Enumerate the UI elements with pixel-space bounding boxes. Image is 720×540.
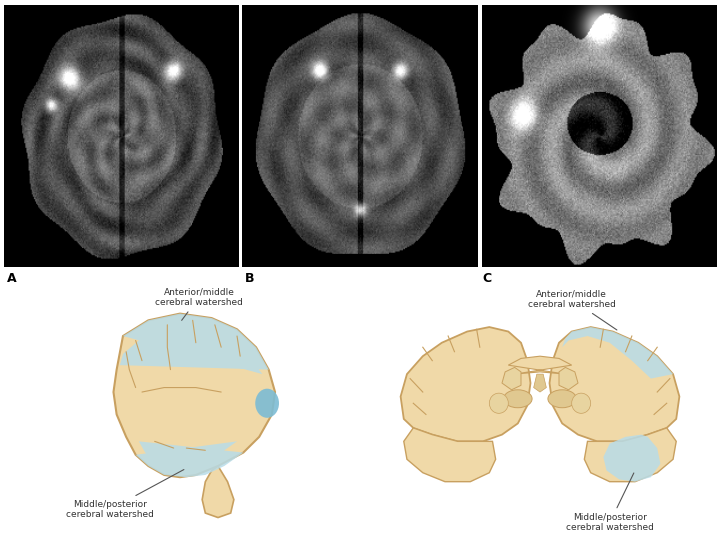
Polygon shape xyxy=(502,367,521,390)
Polygon shape xyxy=(404,428,495,482)
Text: B: B xyxy=(245,272,254,285)
Ellipse shape xyxy=(572,393,590,413)
Polygon shape xyxy=(400,327,531,441)
Polygon shape xyxy=(603,435,660,482)
Ellipse shape xyxy=(503,390,532,408)
Ellipse shape xyxy=(548,390,577,408)
Polygon shape xyxy=(202,466,234,517)
Polygon shape xyxy=(534,374,546,392)
Polygon shape xyxy=(549,327,680,441)
Text: A: A xyxy=(7,272,17,285)
Polygon shape xyxy=(562,327,673,379)
Text: C: C xyxy=(482,272,492,285)
Text: Middle/posterior
cerebral watershed: Middle/posterior cerebral watershed xyxy=(566,473,654,532)
Polygon shape xyxy=(135,441,243,477)
Polygon shape xyxy=(114,314,275,477)
Polygon shape xyxy=(508,356,572,374)
Polygon shape xyxy=(585,428,676,482)
Ellipse shape xyxy=(256,389,279,418)
Ellipse shape xyxy=(490,393,508,413)
Polygon shape xyxy=(120,314,269,374)
Text: Anterior/middle
cerebral watershed: Anterior/middle cerebral watershed xyxy=(155,287,243,320)
Polygon shape xyxy=(559,367,578,390)
Text: Anterior/middle
cerebral watershed: Anterior/middle cerebral watershed xyxy=(528,290,617,330)
Text: Middle/posterior
cerebral watershed: Middle/posterior cerebral watershed xyxy=(66,470,184,519)
